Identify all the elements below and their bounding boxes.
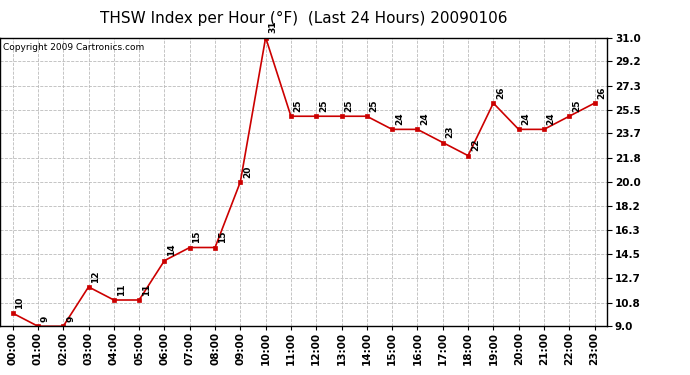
Text: 25: 25 [294, 100, 303, 112]
Text: 24: 24 [395, 112, 404, 125]
Text: 10: 10 [15, 297, 24, 309]
Text: 24: 24 [546, 112, 555, 125]
Text: 9: 9 [41, 316, 50, 322]
Text: 24: 24 [420, 112, 429, 125]
Text: 25: 25 [370, 100, 379, 112]
Text: 25: 25 [572, 100, 581, 112]
Text: 25: 25 [344, 100, 353, 112]
Text: 12: 12 [91, 270, 100, 283]
Text: Copyright 2009 Cartronics.com: Copyright 2009 Cartronics.com [3, 43, 144, 52]
Text: 25: 25 [319, 100, 328, 112]
Text: 14: 14 [167, 244, 176, 256]
Text: 11: 11 [117, 284, 126, 296]
Text: 22: 22 [471, 139, 480, 152]
Text: 15: 15 [218, 231, 227, 243]
Text: 26: 26 [598, 87, 607, 99]
Text: 24: 24 [522, 112, 531, 125]
Text: 23: 23 [446, 126, 455, 138]
Text: 11: 11 [142, 284, 151, 296]
Text: 9: 9 [66, 316, 75, 322]
Text: 20: 20 [243, 165, 252, 178]
Text: 26: 26 [496, 87, 505, 99]
Text: 31: 31 [268, 21, 277, 33]
Text: 15: 15 [193, 231, 201, 243]
Text: THSW Index per Hour (°F)  (Last 24 Hours) 20090106: THSW Index per Hour (°F) (Last 24 Hours)… [100, 11, 507, 26]
